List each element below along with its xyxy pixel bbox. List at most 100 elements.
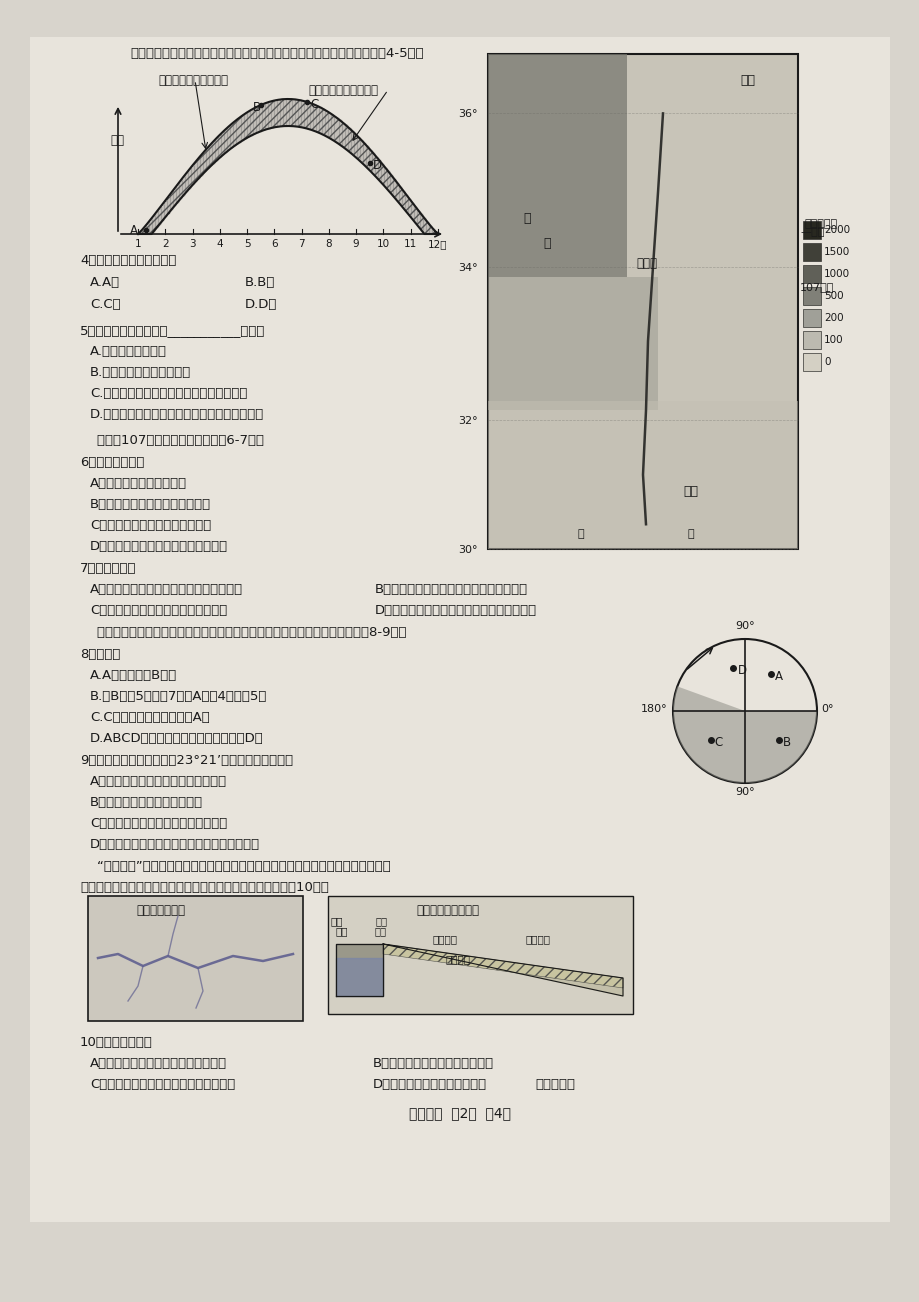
Text: D．太阳直射点所在纬度的正午太阳高度角变小: D．太阳直射点所在纬度的正午太阳高度角变小 xyxy=(90,838,260,852)
Bar xyxy=(183,177,185,195)
Bar xyxy=(240,117,242,142)
Bar xyxy=(150,220,152,234)
Bar xyxy=(225,129,227,152)
Bar xyxy=(381,164,383,184)
Bar xyxy=(385,168,386,187)
Bar xyxy=(275,100,277,128)
Text: 11: 11 xyxy=(403,240,417,249)
Bar xyxy=(249,111,251,137)
Bar xyxy=(248,112,249,137)
Text: 邯郸: 邯郸 xyxy=(739,74,754,87)
Text: 90°: 90° xyxy=(734,786,754,797)
Text: 2000: 2000 xyxy=(823,225,849,234)
Bar xyxy=(802,331,820,349)
Bar xyxy=(232,124,233,148)
Bar xyxy=(265,103,266,130)
Text: B．地球上太阳直射的范围增大: B．地球上太阳直射的范围增大 xyxy=(90,796,203,809)
Bar xyxy=(412,203,414,219)
Bar xyxy=(350,129,352,152)
Bar xyxy=(290,99,291,126)
Bar xyxy=(281,99,282,126)
Bar xyxy=(202,154,204,174)
Bar xyxy=(279,99,281,126)
Text: D．地形复杂多样，风能、水能资源十分丰富: D．地形复杂多样，风能、水能资源十分丰富 xyxy=(375,604,537,617)
Bar xyxy=(215,139,216,161)
Text: D.ABCD四地中，自转线速度最大的是D地: D.ABCD四地中，自转线速度最大的是D地 xyxy=(90,732,264,745)
Bar xyxy=(185,176,186,194)
Text: 堵坑洼地: 堵坑洼地 xyxy=(446,954,471,963)
Bar xyxy=(365,145,367,167)
Text: A.A点: A.A点 xyxy=(90,276,120,289)
Bar xyxy=(336,118,338,143)
Text: C.太阳辐射被大气中的水汽和二氧化碳吸收: C.太阳辐射被大气中的水汽和二氧化碳吸收 xyxy=(90,387,247,400)
Bar xyxy=(307,102,308,129)
Bar xyxy=(802,286,820,305)
Bar xyxy=(291,99,293,126)
Bar xyxy=(147,224,148,234)
Bar xyxy=(319,107,320,133)
Bar xyxy=(293,99,294,126)
Bar xyxy=(425,220,427,234)
Bar xyxy=(165,201,166,217)
Bar xyxy=(332,115,334,139)
Text: B．南部水资源丰富，可跨流域向北部调水: B．南部水资源丰富，可跨流域向北部调水 xyxy=(375,583,528,596)
Bar xyxy=(148,223,150,234)
Bar xyxy=(234,121,236,146)
Bar xyxy=(301,100,302,128)
Bar xyxy=(199,156,201,177)
Text: A: A xyxy=(774,671,782,684)
Text: 12月: 12月 xyxy=(427,240,448,249)
Bar xyxy=(436,233,437,234)
Text: 读北半球某地近地面大气多年平均热量收入和支出年内变化示意图，回呲4-5题。: 读北半球某地近地面大气多年平均热量收入和支出年内变化示意图，回呲4-5题。 xyxy=(130,47,423,60)
Text: 高三地理  第2页  共4页: 高三地理 第2页 共4页 xyxy=(409,1105,510,1120)
Text: 热量: 热量 xyxy=(110,134,124,147)
Bar xyxy=(173,191,174,208)
Bar xyxy=(201,155,202,176)
Bar xyxy=(371,151,373,172)
Text: 热量收入年内变化曲线: 热量收入年内变化曲线 xyxy=(158,74,228,87)
Bar xyxy=(386,169,388,189)
Bar xyxy=(263,104,265,130)
Bar xyxy=(176,186,177,204)
Bar xyxy=(237,120,239,143)
Text: 200: 200 xyxy=(823,312,843,323)
Bar xyxy=(487,277,658,410)
Bar xyxy=(390,173,391,193)
Text: 河: 河 xyxy=(542,237,550,250)
Bar xyxy=(388,172,390,190)
Bar xyxy=(359,138,361,160)
Text: 清水灌田: 清水灌田 xyxy=(526,934,550,944)
Bar xyxy=(227,128,228,151)
Text: A．增加沿线商业网点数量: A．增加沿线商业网点数量 xyxy=(90,477,187,490)
Text: 1: 1 xyxy=(134,240,142,249)
Bar xyxy=(334,116,335,141)
Bar xyxy=(182,178,183,198)
Bar xyxy=(251,109,253,135)
Text: 右图为极点俦视图，阴影部分表示黑夜，笭头表示地球自转方向。据此，回呸8-9题。: 右图为极点俦视图，阴影部分表示黑夜，笭头表示地球自转方向。据此，回呸8-9题。 xyxy=(80,626,406,639)
Text: 水源: 水源 xyxy=(375,926,387,936)
Text: 4．一年内最高气温出现在: 4．一年内最高气温出现在 xyxy=(80,254,176,267)
Bar xyxy=(312,104,314,130)
Bar xyxy=(194,164,195,184)
Bar xyxy=(169,195,171,212)
Text: D: D xyxy=(372,159,381,172)
Text: 32°: 32° xyxy=(458,417,477,426)
Bar xyxy=(418,211,419,227)
Bar xyxy=(430,225,432,234)
Polygon shape xyxy=(335,958,382,996)
Bar xyxy=(404,193,406,210)
Bar xyxy=(362,142,364,164)
Text: 34°: 34° xyxy=(458,263,477,273)
Text: 海郑州: 海郑州 xyxy=(635,256,656,270)
Bar xyxy=(433,229,435,234)
Bar xyxy=(335,117,336,142)
Text: B.大气中的臭氧吸收紫外线: B.大气中的臭氧吸收紫外线 xyxy=(90,366,191,379)
Bar xyxy=(308,103,310,129)
Bar xyxy=(305,102,307,128)
Text: 水位: 水位 xyxy=(335,926,348,936)
Bar xyxy=(346,125,347,150)
Bar xyxy=(380,161,381,182)
Text: 5．低层大气增温主要是___________的结果: 5．低层大气增温主要是___________的结果 xyxy=(80,324,265,337)
Bar xyxy=(378,159,379,178)
Bar xyxy=(223,130,225,154)
